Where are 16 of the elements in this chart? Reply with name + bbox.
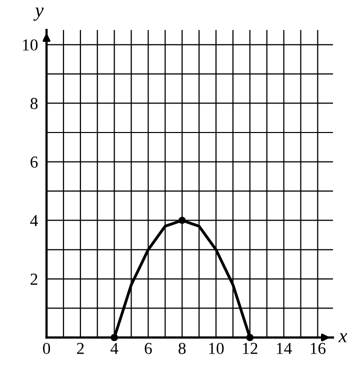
x-tick-label: 8 — [178, 342, 186, 354]
y-tick-label: 10 — [23, 39, 38, 51]
x-tick-label: 2 — [77, 342, 84, 354]
x-tick-label: 16 — [310, 342, 326, 354]
x-tick-label: 10 — [209, 342, 224, 354]
y-tick-label: 4 — [30, 215, 38, 226]
y-tick-label: 2 — [30, 274, 38, 285]
y-axis-title: y — [33, 8, 44, 21]
x-tick-label: 12 — [243, 342, 258, 354]
y-tick-label: 8 — [30, 98, 38, 110]
y-tick-label: 6 — [30, 156, 38, 168]
x-tick-label: 6 — [144, 342, 152, 354]
x-tick-label: 14 — [276, 342, 292, 354]
x-tick-label: 4 — [110, 342, 118, 354]
x-tick-label: 0 — [43, 342, 50, 354]
x-axis-title: x — [338, 333, 348, 342]
